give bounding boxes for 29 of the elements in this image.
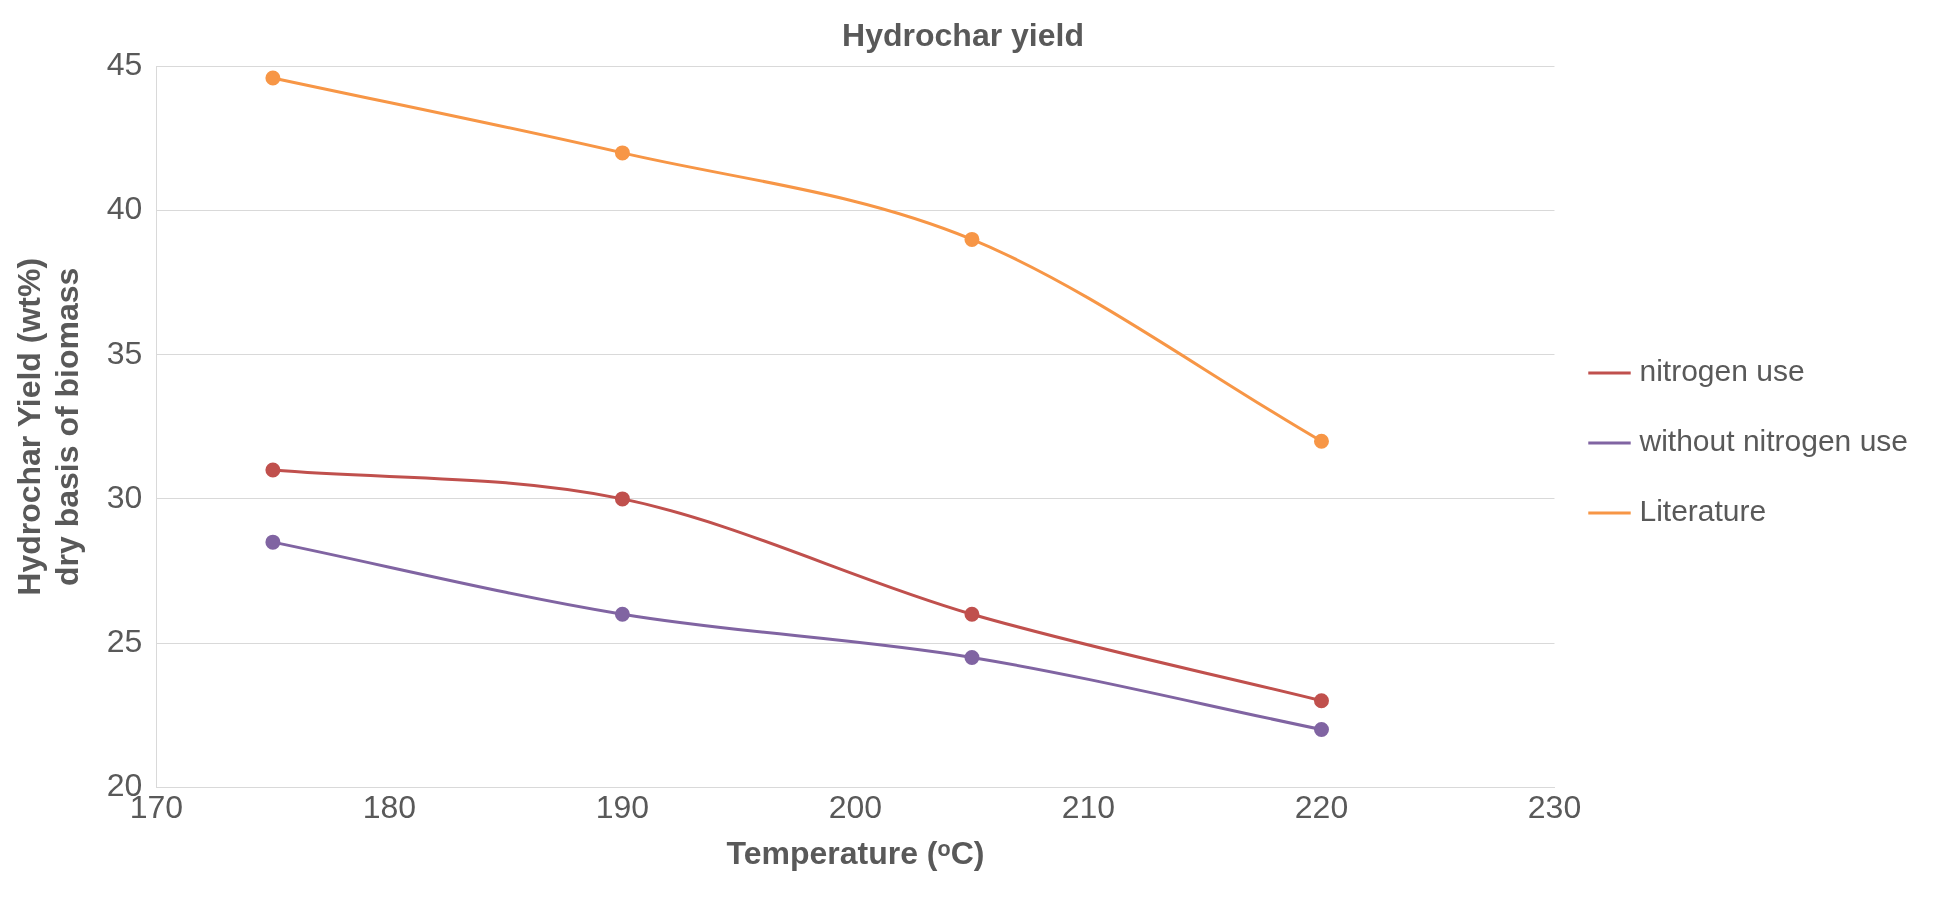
point <box>964 606 980 622</box>
chart-title: Hydrochar yield <box>842 17 1084 54</box>
x-tick-label: 230 <box>1527 789 1582 826</box>
y-axis-title: Hydrochar Yield (wt%) dry basis of biomass <box>11 257 86 596</box>
point <box>614 606 630 622</box>
point <box>265 534 281 550</box>
point <box>614 145 630 161</box>
y-tick-label: 30 <box>106 478 143 515</box>
point <box>614 491 630 507</box>
point <box>964 231 980 247</box>
y-tick-label: 40 <box>106 190 143 227</box>
legend-label: nitrogen use <box>1639 354 1805 388</box>
point <box>1313 433 1329 449</box>
point <box>964 649 980 665</box>
legend-label: without nitrogen use <box>1638 424 1909 458</box>
x-axis-title: Temperature (ᵒC) <box>726 834 985 871</box>
x-tick-label: 220 <box>1294 789 1349 826</box>
legend-label: Literature <box>1639 494 1767 528</box>
point <box>265 70 281 86</box>
x-tick-label: 190 <box>595 789 650 826</box>
point <box>265 462 281 478</box>
point <box>1313 693 1329 709</box>
point <box>1313 722 1329 738</box>
x-tick-label: 200 <box>828 789 883 826</box>
y-tick-label: 45 <box>106 46 143 83</box>
x-tick-label: 210 <box>1061 789 1116 826</box>
y-tick-label: 35 <box>106 334 143 371</box>
x-tick-label: 180 <box>362 789 417 826</box>
y-tick-label: 25 <box>106 622 143 659</box>
